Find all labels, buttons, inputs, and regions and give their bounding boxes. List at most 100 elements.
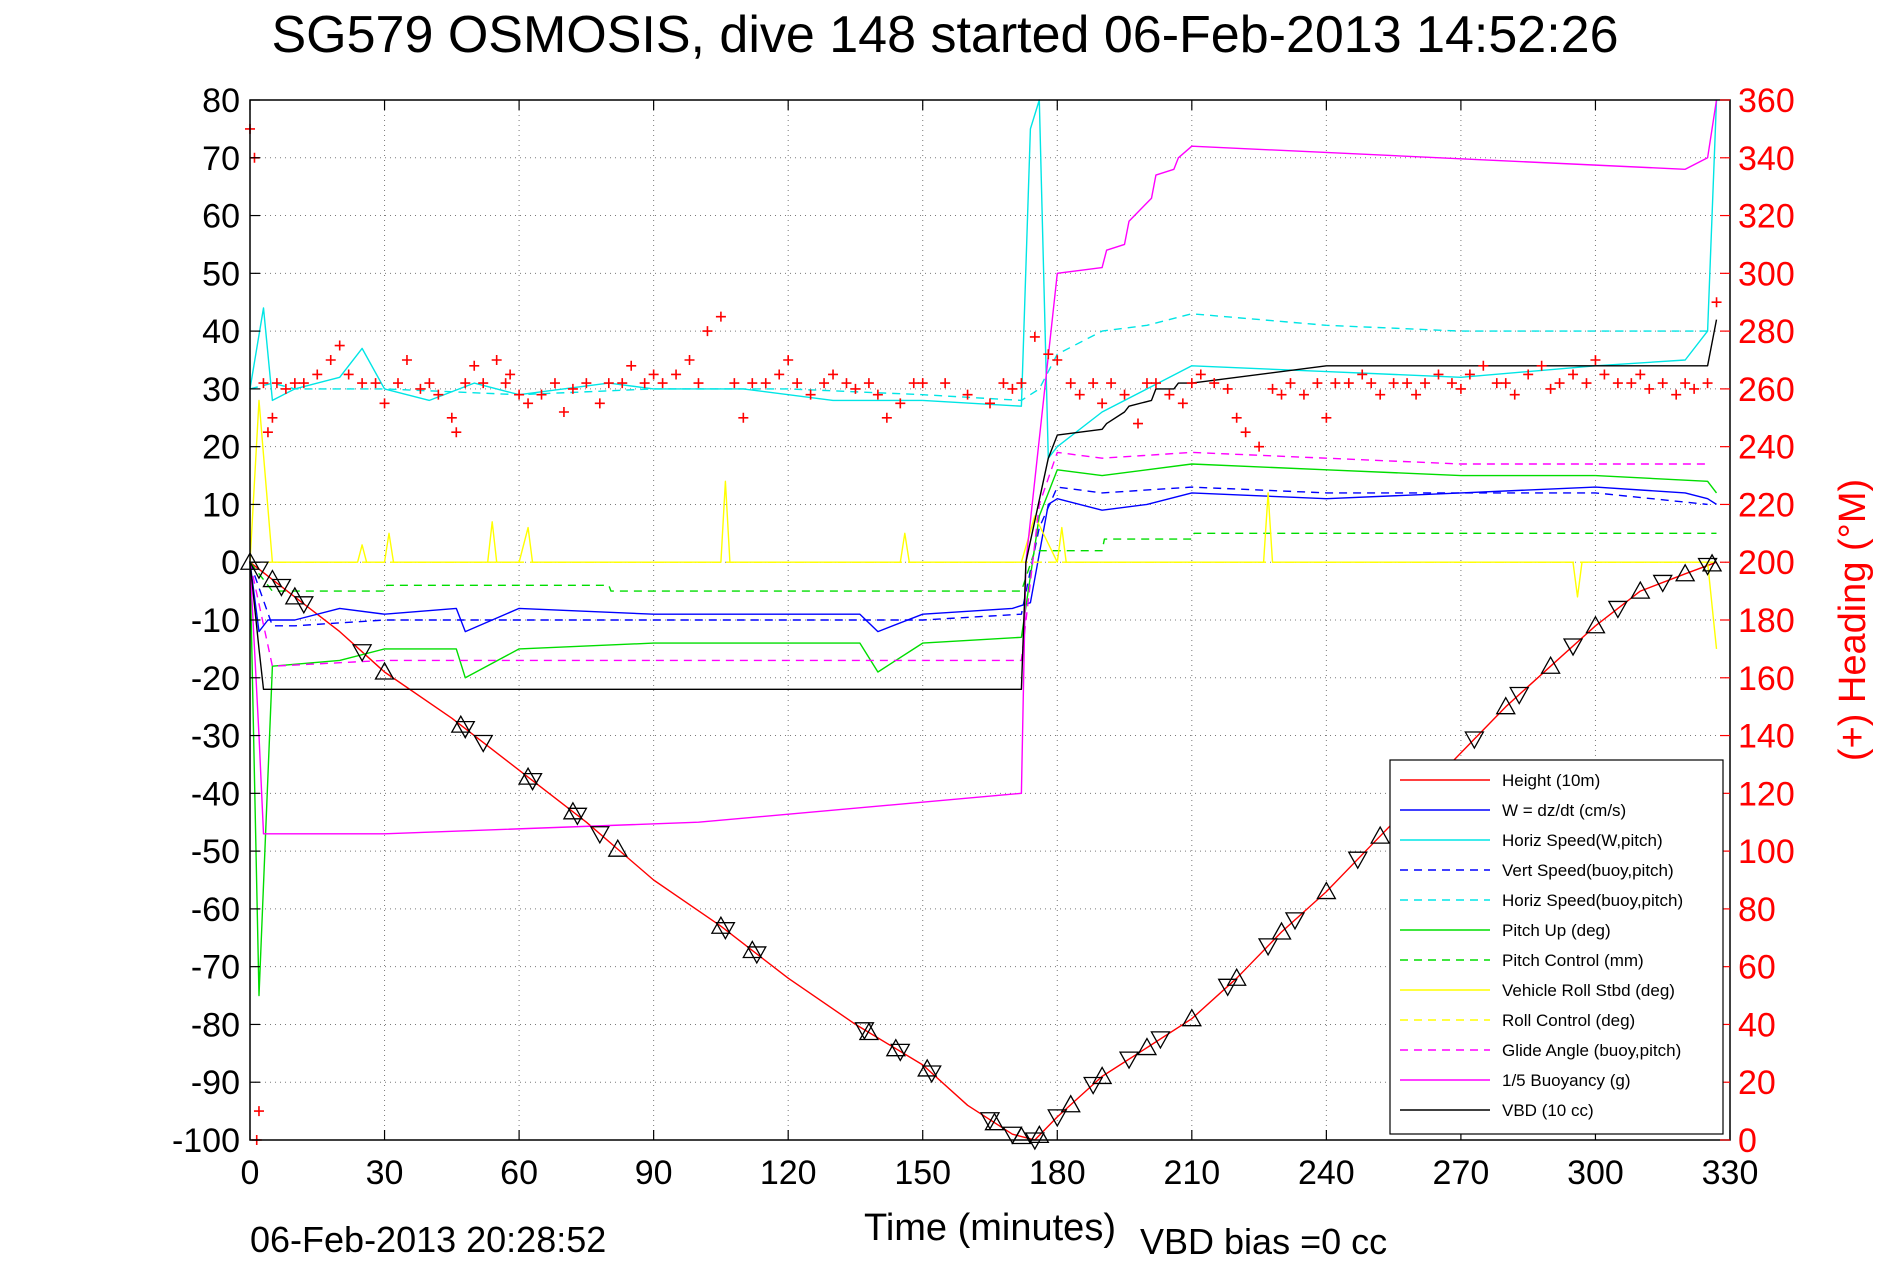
x-tick-label: 270: [1433, 1154, 1490, 1192]
height-triangle-up-marker: [1495, 696, 1516, 715]
heading-marker: [1119, 389, 1130, 400]
legend-label: Horiz Speed(buoy,pitch): [1502, 891, 1683, 910]
heading-marker: [1464, 369, 1475, 380]
height-triangle-down-marker: [890, 1043, 911, 1062]
height-triangle-up-marker: [607, 838, 628, 857]
height-triangle-down-marker: [293, 596, 314, 615]
heading-marker: [819, 378, 830, 389]
heading-marker: [715, 311, 726, 322]
height-triangle-down-marker: [1002, 1126, 1023, 1145]
y-left-tick-label: -10: [191, 602, 240, 640]
heading-marker: [729, 378, 740, 389]
heading-marker: [760, 378, 771, 389]
heading-marker: [370, 378, 381, 389]
heading-marker: [657, 378, 668, 389]
legend-label: Vert Speed(buoy,pitch): [1502, 861, 1674, 880]
y-right-tick-label: 360: [1738, 82, 1795, 120]
heading-marker: [334, 340, 345, 351]
heading-marker: [1446, 378, 1457, 389]
heading-marker: [536, 389, 547, 400]
height-triangle-down-marker: [1150, 1031, 1171, 1050]
x-axis-label: Time (minutes): [864, 1207, 1116, 1249]
heading-marker: [702, 326, 713, 337]
height-triangle-up-marker: [1226, 967, 1247, 986]
heading-marker: [1411, 389, 1422, 400]
heading-marker: [500, 378, 511, 389]
heading-marker: [639, 378, 650, 389]
heading-marker: [523, 398, 534, 409]
height-triangle-down-marker: [522, 772, 543, 791]
height-triangle-up-marker: [374, 661, 395, 680]
heading-marker: [1375, 389, 1386, 400]
heading-marker: [1388, 378, 1399, 389]
heading-marker: [917, 378, 928, 389]
heading-marker: [289, 378, 300, 389]
height-triangle-down-marker: [1509, 686, 1530, 705]
heading-marker: [393, 378, 403, 389]
y-left-tick-label: 0: [221, 544, 240, 582]
heading-marker: [850, 383, 861, 394]
heading-marker: [1097, 398, 1108, 409]
heading-marker: [415, 383, 426, 394]
y-right-tick-label: 220: [1738, 486, 1795, 524]
height-triangle-down-marker: [473, 734, 494, 753]
heading-marker: [671, 369, 682, 380]
y-left-tick-label: 70: [202, 140, 240, 178]
height-triangle-up-marker: [710, 915, 732, 934]
heading-marker: [478, 378, 489, 389]
heading-marker: [262, 427, 273, 438]
heading-marker: [693, 378, 704, 389]
heading-marker: [1626, 378, 1637, 389]
heading-marker: [747, 378, 758, 389]
height-triangle-up-marker: [562, 801, 584, 820]
x-tick-label: 180: [1029, 1154, 1086, 1192]
height-triangle-down-marker: [1024, 1132, 1045, 1151]
heading-marker: [1420, 378, 1431, 389]
y-right-tick-label: 120: [1738, 775, 1795, 813]
footer-timestamp: 06-Feb-2013 20:28:52: [250, 1219, 606, 1260]
series-line-10: [249, 99, 1718, 835]
heading-marker: [774, 369, 785, 380]
legend-label: VBD (10 cc): [1502, 1101, 1594, 1120]
heading-marker: [1222, 383, 1233, 394]
heading-marker: [1043, 349, 1054, 360]
legend-label: W = dz/dt (cm/s): [1502, 801, 1626, 820]
heading-marker: [1312, 378, 1323, 389]
heading-marker: [738, 412, 749, 423]
height-triangle-down-marker: [1257, 938, 1279, 957]
x-tick-label: 60: [500, 1154, 538, 1192]
heading-marker: [1267, 383, 1278, 394]
heading-marker: [1007, 383, 1018, 394]
heading-marker: [617, 378, 628, 389]
height-triangle-down-marker: [1607, 600, 1628, 619]
heading-marker: [1357, 369, 1368, 380]
heading-marker: [401, 355, 412, 365]
heading-marker: [805, 389, 816, 400]
y-right-tick-label: 320: [1738, 198, 1795, 236]
y-right-tick-label: 340: [1738, 140, 1795, 178]
height-triangle-up-marker: [284, 586, 305, 605]
y-right-tick-label: 60: [1738, 949, 1776, 987]
y-left-tick-label: 60: [202, 198, 240, 236]
heading-marker: [1343, 378, 1354, 389]
heading-marker: [325, 355, 336, 365]
heading-marker: [1433, 369, 1444, 380]
height-triangle-up-marker: [1029, 1125, 1050, 1144]
height-triangle-up-marker: [1181, 1008, 1202, 1027]
heading-marker: [1711, 297, 1722, 308]
y-left-tick-label: -60: [191, 891, 240, 929]
y-right-tick-label: 260: [1738, 371, 1795, 409]
x-tick-label: 210: [1163, 1154, 1220, 1192]
heading-marker: [581, 378, 592, 389]
heading-marker: [343, 369, 354, 380]
x-tick-label: 240: [1298, 1154, 1355, 1192]
heading-marker: [648, 369, 659, 380]
heading-marker: [514, 389, 525, 400]
y-left-tick-label: -80: [191, 1006, 240, 1044]
y-right-tick-label: 20: [1738, 1064, 1776, 1102]
heading-marker: [1680, 378, 1691, 389]
heading-marker: [424, 378, 435, 389]
y-left-tick-label: 30: [202, 371, 240, 409]
heading-marker: [1088, 378, 1099, 389]
height-triangle-down-marker: [1284, 912, 1306, 931]
